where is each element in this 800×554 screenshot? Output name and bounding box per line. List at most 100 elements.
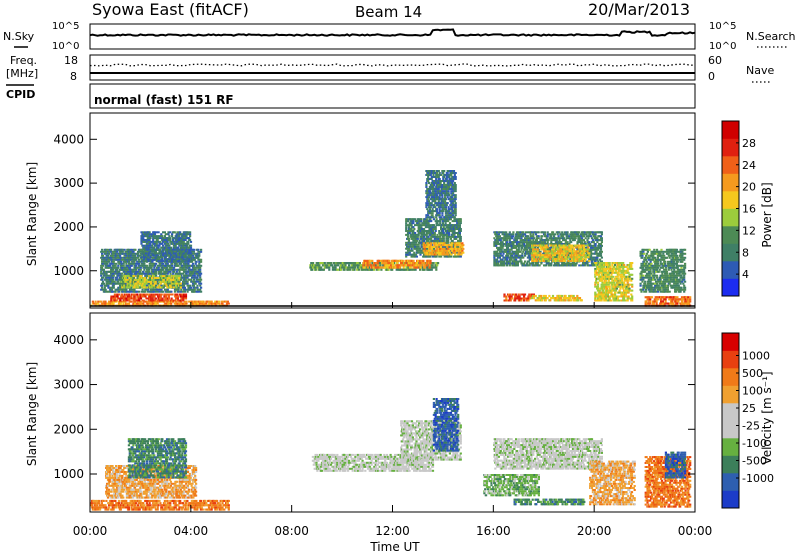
heat-cell	[136, 280, 139, 283]
heat-cell	[433, 246, 436, 248]
heat-cell	[180, 272, 183, 275]
heat-cell	[368, 262, 371, 265]
heat-cell	[428, 210, 431, 213]
heat-cell	[104, 262, 107, 265]
heat-cell	[433, 253, 436, 256]
heat-cell	[119, 299, 122, 302]
heat-cell	[184, 297, 188, 300]
heat-cell	[178, 250, 181, 253]
heat-cell	[424, 262, 427, 265]
heat-cell	[199, 288, 202, 291]
heat-cell	[142, 237, 145, 240]
heat-cell	[451, 188, 454, 190]
heat-cell	[109, 286, 112, 289]
heat-cell	[162, 260, 165, 263]
heat-cell	[414, 255, 417, 258]
heat-cell	[437, 220, 440, 223]
heat-cell	[436, 233, 439, 236]
heat-cell	[438, 190, 441, 193]
heat-cell	[200, 250, 203, 253]
heat-cell	[524, 231, 528, 234]
heat-cell	[102, 268, 105, 271]
heat-cell	[515, 243, 519, 245]
heat-cell	[107, 284, 110, 287]
heat-cell	[184, 252, 187, 255]
heat-cell	[125, 260, 128, 263]
heat-cell	[108, 260, 111, 263]
heat-cell	[142, 266, 145, 269]
heat-cell	[425, 202, 428, 205]
heat-cell	[184, 264, 187, 267]
heat-cell	[149, 284, 152, 287]
heat-cell	[418, 226, 421, 229]
heat-cell	[420, 232, 423, 234]
heat-cell	[404, 268, 407, 271]
heat-cell	[395, 268, 398, 271]
heat-cell	[168, 293, 171, 296]
heat-cell	[425, 230, 428, 232]
heat-cell	[119, 302, 122, 305]
heat-cell	[185, 272, 188, 275]
heat-cell	[498, 250, 501, 253]
heat-cell	[141, 258, 144, 261]
heat-cell	[163, 299, 166, 302]
heat-cell	[435, 253, 438, 256]
heat-cell	[513, 258, 516, 261]
heat-cell	[374, 264, 378, 267]
heat-cell	[154, 258, 157, 261]
heat-cell	[145, 266, 148, 269]
heat-cell	[154, 264, 157, 267]
heat-cell	[172, 282, 175, 285]
heat-cell	[183, 274, 186, 277]
heat-cell	[191, 262, 195, 265]
heat-cell	[189, 250, 192, 253]
heat-cell	[145, 276, 148, 279]
heat-cell	[414, 243, 417, 246]
heat-cell	[522, 231, 525, 234]
heat-cell	[418, 224, 421, 227]
heat-cell	[527, 237, 530, 240]
heat-cell	[154, 278, 157, 281]
heat-cell	[116, 276, 119, 279]
heat-cell	[354, 262, 357, 265]
heat-cell	[438, 253, 441, 256]
heat-cell	[427, 235, 430, 238]
heat-cell	[111, 270, 114, 273]
heat-cell	[318, 264, 321, 267]
heat-cell	[202, 300, 205, 303]
heat-cell	[410, 230, 413, 232]
heat-cell	[423, 220, 426, 223]
heat-cell	[162, 239, 166, 241]
beam-title: Beam 14	[355, 3, 422, 21]
heat-cell	[516, 241, 519, 244]
heat-cell	[116, 250, 119, 253]
heat-cell	[180, 262, 183, 265]
heat-cell	[424, 241, 427, 244]
heat-cell	[406, 233, 410, 236]
heat-cell	[179, 293, 182, 296]
heat-cell	[105, 250, 108, 253]
heat-cell	[431, 214, 434, 217]
heat-cell	[134, 297, 137, 300]
heat-cell	[138, 270, 141, 273]
heat-cell	[160, 260, 163, 263]
heat-cell	[312, 264, 316, 267]
heat-cell	[165, 293, 168, 296]
heat-cell	[414, 233, 418, 236]
heat-cell	[425, 216, 428, 219]
heat-cell	[334, 266, 337, 269]
heat-cell	[454, 198, 457, 201]
heat-cell	[148, 235, 151, 238]
heat-cell	[440, 174, 443, 176]
heat-cell	[190, 268, 193, 271]
heat-cell	[163, 275, 166, 278]
heat-cell	[112, 284, 115, 287]
heat-cell	[420, 259, 423, 262]
heat-cell	[396, 266, 399, 269]
heat-cell	[405, 222, 408, 225]
heat-cell	[183, 300, 186, 303]
heat-cell	[429, 206, 432, 209]
heat-cell	[364, 259, 367, 262]
heat-cell	[512, 233, 515, 236]
heat-cell	[521, 241, 524, 244]
